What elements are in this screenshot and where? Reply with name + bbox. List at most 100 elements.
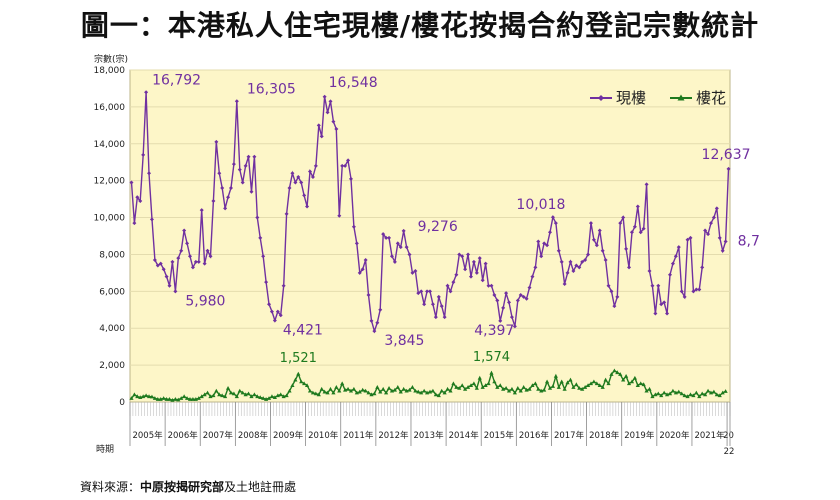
data-point <box>720 390 725 395</box>
data-point <box>685 394 690 399</box>
data-point <box>407 387 412 392</box>
y-tick-label: 18,000 <box>94 66 126 76</box>
data-point <box>662 300 667 305</box>
data-point <box>486 381 491 386</box>
data-point <box>193 259 198 264</box>
data-point <box>266 396 272 400</box>
data-point <box>337 213 342 218</box>
data-point <box>284 211 289 216</box>
data-point <box>542 387 547 392</box>
data-point <box>185 241 190 246</box>
data-point <box>422 388 427 393</box>
data-point <box>518 388 523 393</box>
data-point <box>723 239 728 244</box>
data-point <box>401 228 406 233</box>
data-point <box>580 386 585 391</box>
data-point <box>688 235 693 240</box>
data-point <box>223 206 228 211</box>
data-point <box>705 388 711 393</box>
data-point <box>132 392 137 397</box>
data-point <box>369 318 374 323</box>
data-point <box>173 397 178 401</box>
data-point <box>290 171 295 176</box>
data-point <box>656 283 661 288</box>
data-point <box>190 265 195 270</box>
data-point <box>164 274 169 279</box>
data-point <box>211 198 216 203</box>
data-label: 9,276 <box>418 219 458 235</box>
data-point <box>328 99 333 104</box>
data-point <box>609 289 614 294</box>
data-point <box>480 385 485 389</box>
data-label: 5,980 <box>185 293 225 309</box>
data-point <box>278 313 283 318</box>
data-point <box>465 385 471 389</box>
data-point <box>433 315 438 320</box>
data-point <box>252 154 257 159</box>
data-point <box>454 272 459 277</box>
data-point <box>392 259 397 264</box>
line-chart: 0 2,000 4,000 6,000 8,000 10,000 12,000 14,000 1… <box>94 46 761 457</box>
data-point <box>375 385 380 389</box>
data-point <box>606 283 611 288</box>
source-suffix: 及土地註冊處 <box>224 480 297 494</box>
data-point <box>366 293 371 298</box>
year-label: 2016年 <box>519 430 550 441</box>
data-point <box>346 158 351 163</box>
data-point <box>404 245 409 250</box>
y-tick-label: 14,000 <box>94 140 126 150</box>
data-point <box>703 392 708 397</box>
data-point <box>255 394 260 399</box>
data-point <box>521 385 526 389</box>
data-point <box>515 298 520 303</box>
data-point <box>641 226 646 231</box>
data-point <box>302 193 307 198</box>
data-point <box>255 215 260 220</box>
data-point <box>419 289 424 294</box>
data-point <box>328 386 333 391</box>
y-tick-label: 12,000 <box>94 177 126 187</box>
data-point <box>410 385 415 389</box>
data-point <box>179 248 184 253</box>
data-point <box>214 139 219 144</box>
data-point <box>553 373 558 378</box>
data-point <box>667 391 673 396</box>
data-point <box>269 309 274 314</box>
data-point <box>489 283 494 288</box>
data-point <box>392 387 397 392</box>
data-point <box>141 152 146 157</box>
data-point <box>659 302 664 307</box>
data-point <box>612 368 617 373</box>
data-point <box>202 392 207 397</box>
data-point <box>708 221 713 226</box>
data-point <box>158 261 163 266</box>
data-point <box>228 390 234 395</box>
data-point <box>445 283 450 288</box>
data-point <box>234 99 239 104</box>
data-point <box>220 186 225 191</box>
source-org: 中原按揭研究部 <box>140 480 225 494</box>
series-existing <box>129 90 731 334</box>
data-point <box>495 385 500 389</box>
data-point <box>331 119 336 124</box>
data-point <box>184 396 190 400</box>
data-point <box>451 280 456 285</box>
data-point <box>170 259 175 264</box>
data-point <box>307 388 313 393</box>
data-point <box>533 381 538 386</box>
data-point <box>398 389 403 394</box>
data-point <box>498 383 503 387</box>
data-point <box>527 285 532 290</box>
data-point <box>407 252 412 257</box>
year-label: 2014年 <box>449 430 480 441</box>
data-label: 4,397 <box>474 323 514 339</box>
data-point <box>697 287 702 292</box>
data-point <box>676 245 681 250</box>
data-point <box>621 215 626 220</box>
data-point <box>214 388 219 393</box>
data-point <box>483 261 488 266</box>
data-point <box>448 289 453 294</box>
data-point <box>240 180 245 185</box>
data-point <box>591 379 597 384</box>
data-point <box>334 385 339 389</box>
